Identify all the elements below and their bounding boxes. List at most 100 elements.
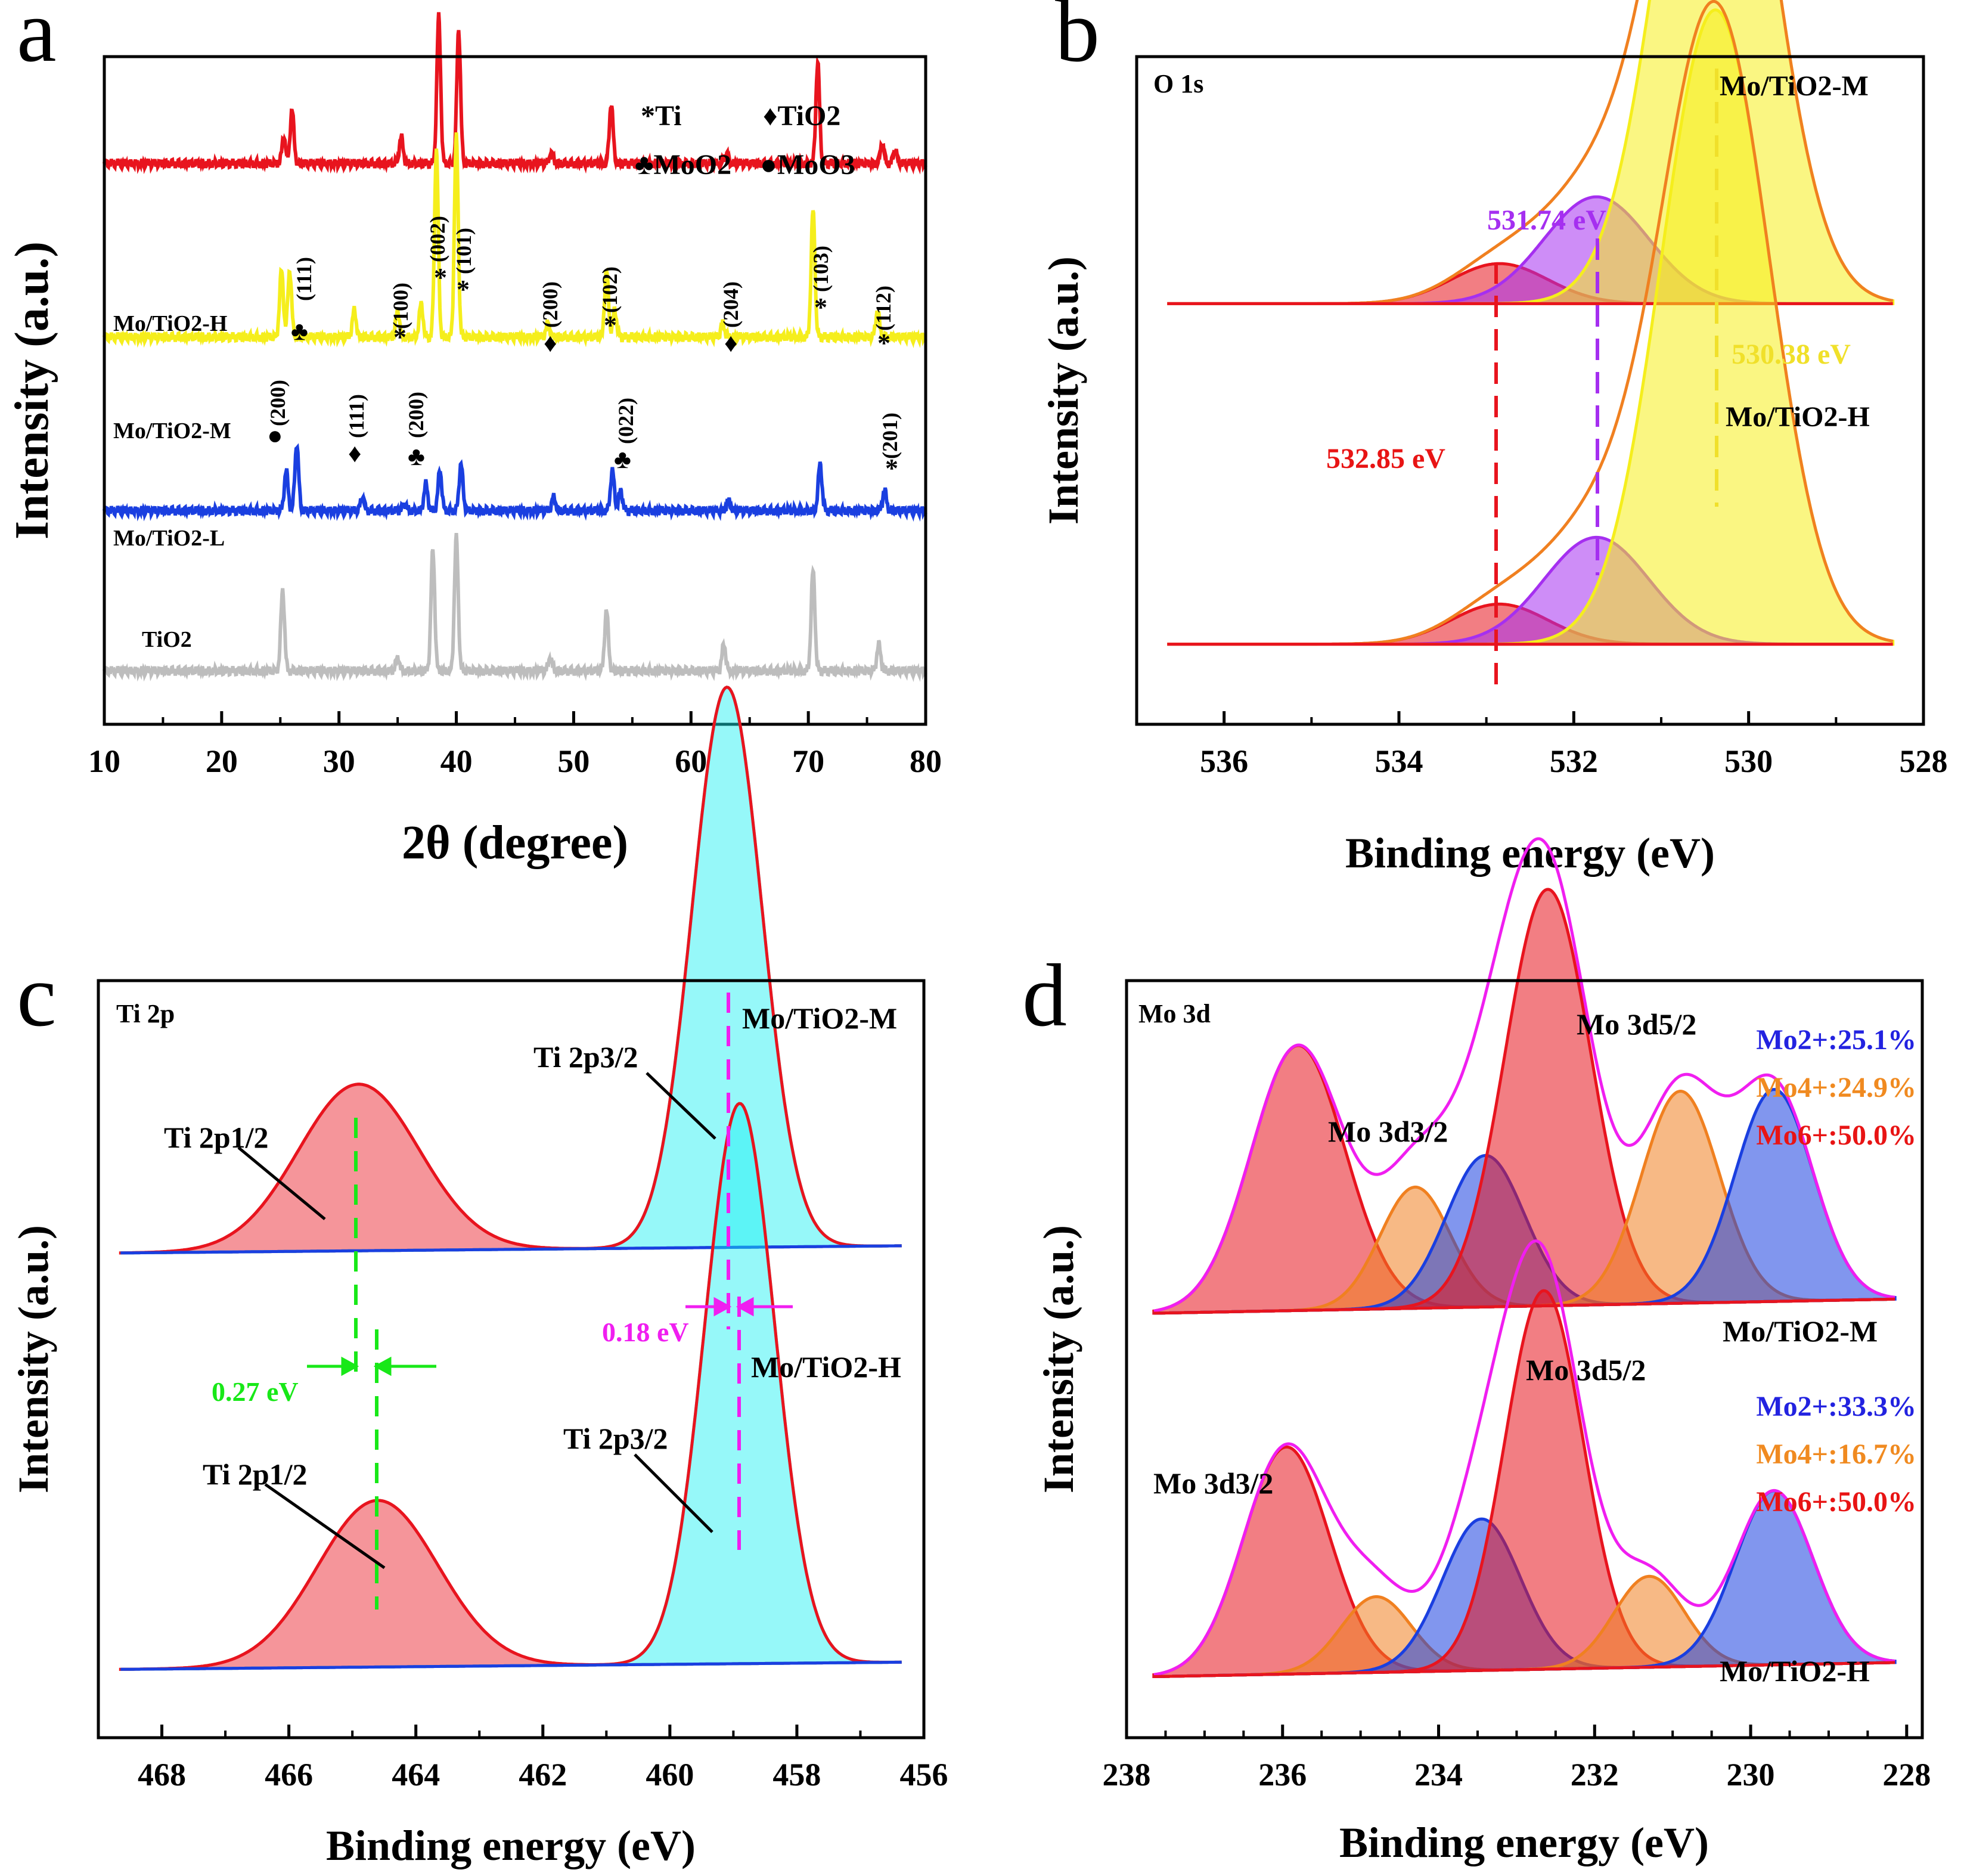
a-peak-symbols: ♣ * * * ♦ * ♦ * * ● ♦ ♣ ♣ * xyxy=(267,263,898,483)
a-ann-100: (100) xyxy=(389,283,412,329)
a-series-line-2 xyxy=(103,443,927,522)
d-h-mo6: Mo6+:50.0% xyxy=(1756,1486,1916,1518)
a-label-mo-tio2-m: Mo/TiO2-M xyxy=(113,418,231,444)
d-tick-label: 230 xyxy=(1727,1757,1775,1793)
c-tick-label: 462 xyxy=(519,1757,567,1793)
c-tick-label: 458 xyxy=(772,1757,821,1793)
a-x-axis-label: 2θ (degree) xyxy=(402,817,628,869)
d-tick-label: 228 xyxy=(1882,1757,1931,1793)
a-tick-label: 30 xyxy=(323,743,355,779)
a-ann-111: (111) xyxy=(292,257,316,301)
a-sym-dia-204: ♦ xyxy=(724,328,737,358)
d-tick-label: 238 xyxy=(1103,1757,1151,1793)
c-plot-frame xyxy=(97,979,926,1739)
c-tick-label: 466 xyxy=(265,1757,313,1793)
a-sym-star-102: * xyxy=(604,311,617,340)
c-baseline-1 xyxy=(120,1660,902,1671)
panel-c: c 468 466 464 462 460 458 456 Ti 2p xyxy=(10,686,948,1869)
c-tick-label: 456 xyxy=(900,1757,948,1793)
c-baseline-0 xyxy=(120,1244,902,1255)
d-h-mo2: Mo2+:33.3% xyxy=(1756,1391,1916,1422)
a-sym-club-200: ♣ xyxy=(408,442,425,471)
d-x-axis-label: Binding energy (eV) xyxy=(1339,1819,1709,1866)
a-sym-star-100: * xyxy=(393,323,407,352)
d-plot-frame xyxy=(1125,979,1924,1739)
b-energy-530-38: 530.38 eV xyxy=(1732,339,1851,370)
c-envelope-1 xyxy=(120,1102,902,1671)
d-h-mo4: Mo4+:16.7% xyxy=(1756,1438,1916,1470)
a-sym-club-111: ♣ xyxy=(291,317,308,346)
a-ann-200: (200) xyxy=(538,281,562,328)
a-legend-moo2: ♣MoO2 xyxy=(635,149,731,181)
d-title: Mo 3d xyxy=(1138,999,1211,1028)
d-tick-label: 236 xyxy=(1258,1757,1307,1793)
a-legend-ti: *Ti xyxy=(641,100,681,132)
c-tick-label: 468 xyxy=(138,1757,186,1793)
d-envelope-0 xyxy=(1153,837,1895,1313)
c-shift-arrows-magenta xyxy=(685,1297,793,1317)
d-tick-label: 234 xyxy=(1414,1757,1463,1793)
a-ann-m200a: (200) xyxy=(266,380,290,426)
d-m-mo4: Mo4+:24.9% xyxy=(1756,1072,1916,1103)
panel-letter-a: a xyxy=(17,0,57,80)
a-plot-frame xyxy=(103,55,927,726)
panel-letter-c: c xyxy=(17,946,57,1045)
a-ann-m111: (111) xyxy=(345,394,368,438)
a-sym-star-101: * xyxy=(457,275,470,304)
a-tick-label: 60 xyxy=(675,743,707,779)
a-sym-club-022: ♣ xyxy=(614,445,631,474)
a-sym-dia-200: ♦ xyxy=(544,328,557,358)
a-y-axis-label: Intensity (a.u.) xyxy=(6,241,58,539)
a-ann-204: (204) xyxy=(719,281,743,328)
d-label-3d52-h: Mo 3d5/2 xyxy=(1526,1353,1646,1387)
a-sym-star-002: * xyxy=(434,263,447,292)
a-tick-label: 70 xyxy=(792,743,824,779)
d-label-3d32-m: Mo 3d3/2 xyxy=(1328,1115,1448,1148)
a-label-mo-tio2-l: Mo/TiO2-L xyxy=(113,526,225,551)
d-m-mo2: Mo2+:25.1% xyxy=(1756,1024,1916,1056)
c-tick-label: 460 xyxy=(646,1757,694,1793)
a-ann-102: (102) xyxy=(598,266,622,313)
c-label-mo-tio2-h: Mo/TiO2-H xyxy=(751,1350,901,1384)
c-envelope-0 xyxy=(120,686,902,1255)
d-baseline-0 xyxy=(1153,1297,1895,1315)
panel-a: a 10 20 30 40 50 60 70 80 *Ti ♦TiO2 ♣MoO2 ●MoO3… xyxy=(6,0,942,869)
a-series-group xyxy=(103,12,927,683)
a-ann-m201: (201) xyxy=(878,413,902,459)
a-sym-star-201: * xyxy=(885,454,898,483)
b-label-mo-tio2-h: Mo/TiO2-H xyxy=(1726,401,1870,433)
a-sym-dot-200: ● xyxy=(267,421,283,450)
a-tick-label: 40 xyxy=(440,743,473,779)
d-y-axis-label: Intensity (a.u.) xyxy=(1035,1225,1082,1493)
b-y-axis-label: Intensity (a.u.) xyxy=(1040,256,1087,525)
b-title: O 1s xyxy=(1153,69,1203,98)
a-series-line-1 xyxy=(103,132,927,349)
b-plot-frame xyxy=(1135,55,1925,726)
c-y-axis-label: Intensity (a.u.) xyxy=(10,1225,57,1493)
d-label-mo-tio2-h: Mo/TiO2-H xyxy=(1720,1654,1870,1688)
d-m-mo6: Mo6+:50.0% xyxy=(1756,1120,1916,1151)
d-label-3d32-h: Mo 3d3/2 xyxy=(1153,1466,1273,1500)
c-shift-0-27: 0.27 eV xyxy=(212,1376,299,1407)
panel-d: d 238 236 234 232 230 228 Mo 3d Mo/TiO2-M Mo/… xyxy=(1022,837,1931,1866)
a-label-tio2: TiO2 xyxy=(142,627,192,652)
b-energy-531-74: 531.74 eV xyxy=(1487,204,1606,236)
a-tick-label: 10 xyxy=(88,743,120,779)
b-tick-label: 530 xyxy=(1724,743,1773,779)
b-tick-group: 536 534 532 530 528 xyxy=(1135,711,1948,779)
a-ann-101: (101) xyxy=(452,228,476,274)
a-tick-label: 20 xyxy=(206,743,238,779)
c-tick-label: 464 xyxy=(392,1757,440,1793)
a-series-line-3 xyxy=(103,532,927,683)
a-ann-m022: (022) xyxy=(614,398,638,444)
d-label-3d52-m: Mo 3d5/2 xyxy=(1577,1007,1696,1041)
b-tick-label: 536 xyxy=(1200,743,1248,779)
a-tick-label: 80 xyxy=(910,743,942,779)
c-shift-arrows-green xyxy=(307,1356,436,1376)
a-ann-m200b: (200) xyxy=(404,392,428,438)
d-baseline-1 xyxy=(1153,1661,1895,1678)
b-tick-label: 534 xyxy=(1375,743,1423,779)
a-tick-group: 10 20 30 40 50 60 70 80 xyxy=(88,711,942,779)
